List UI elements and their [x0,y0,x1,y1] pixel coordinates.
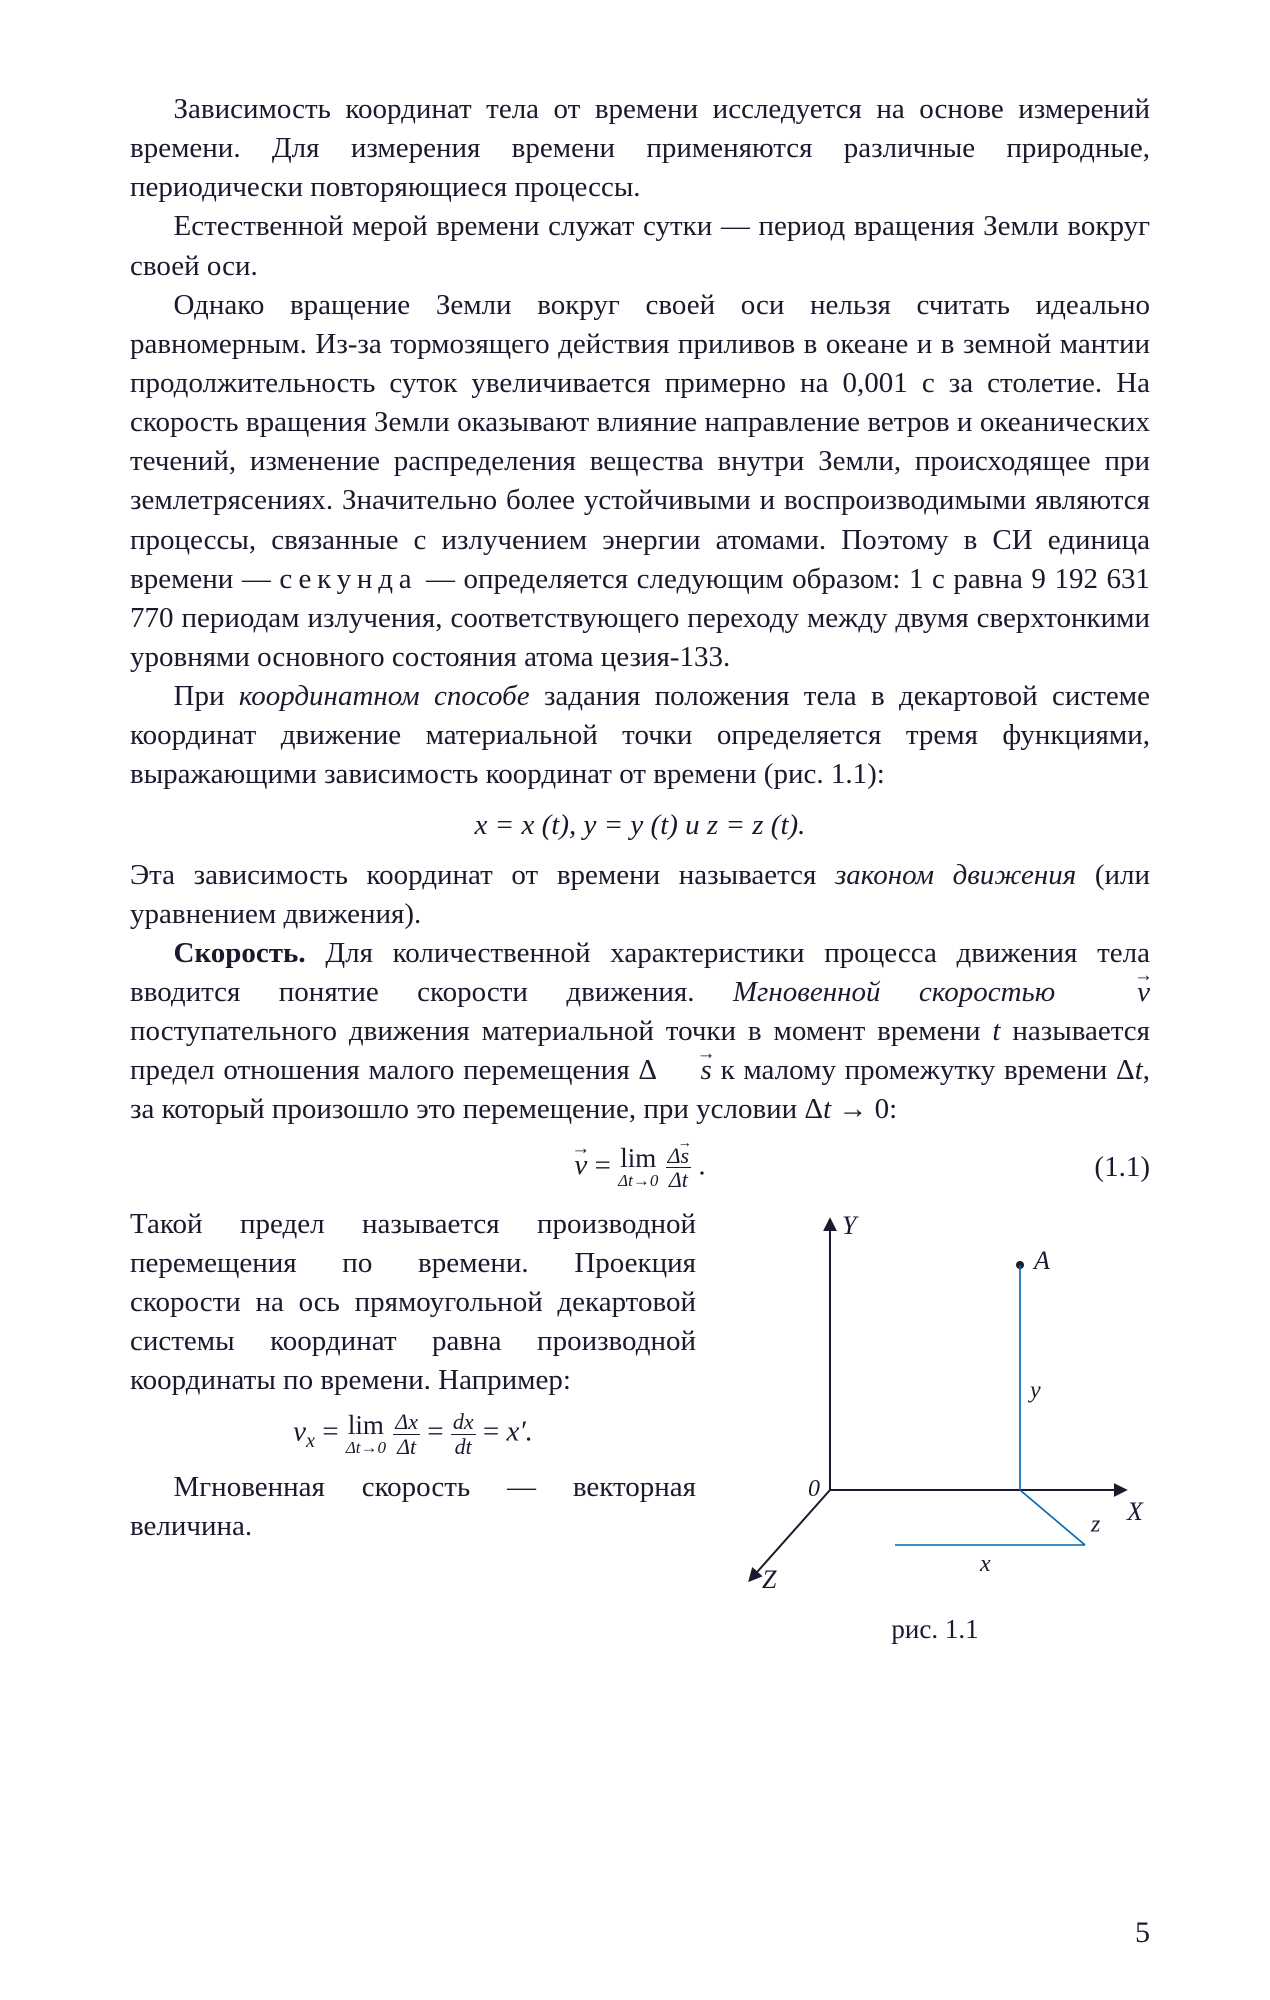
svg-text:0: 0 [808,1476,820,1502]
paragraph-8: Мгновенная скорость — векторная величина… [130,1468,696,1546]
svg-text:Y: Y [842,1211,859,1240]
para6-heading: Скорость. [174,937,306,969]
eq-tag-1-1: (1.1) [1094,1151,1150,1184]
left-column: Такой предел называется производной пере… [130,1205,696,1546]
eq-1-1-body: v = lim Δt→0 Δs Δt . [574,1144,705,1191]
para6-b: поступательного движения материальной то… [130,1015,992,1047]
para6-f: → 0: [831,1093,897,1125]
var-t3: t [823,1093,831,1125]
paragraph-4: При координатном способе задания положен… [130,677,1150,794]
vector-v-inline: v [1094,973,1150,1012]
limit-operator: lim Δt→0 [618,1145,658,1189]
figure-caption: рис. 1.1 [720,1614,1150,1645]
svg-text:X: X [1126,1497,1144,1526]
para3-part-a: Однако вращение Земли вокруг своей оси н… [130,289,1150,595]
paragraph-3: Однако вращение Земли вокруг своей оси н… [130,286,1150,677]
textbook-page: Зависимость координат тела от времени ис… [0,0,1270,2000]
svg-text:Z: Z [762,1565,777,1594]
fraction-dx-Dt: Δx Δt [393,1410,420,1457]
para6-i1: Мгновенной скоростью [733,976,1094,1008]
svg-text:z: z [1090,1511,1101,1537]
para4-italic: координатном способе [239,680,530,712]
para5-a: Эта зависимость координат от времени наз… [130,859,835,891]
page-number: 5 [1135,1916,1150,1950]
para3-spaced-word: секунда [279,563,417,595]
limit-operator-2: lim Δt→0 [346,1412,386,1456]
paragraph-2: Естественной мерой времени служат сутки … [130,207,1150,285]
equation-vx: vx = lim Δt→0 Δx Δt = dx dt = x′. [130,1410,696,1457]
equation-1-1: v = lim Δt→0 Δs Δt . (1.1) [130,1144,1150,1191]
vector-s-inline: s [657,1051,712,1090]
coordinate-diagram: Y X Z 0 Ay x z [720,1205,1150,1605]
eq1-text: x = x (t), y = y (t) и z = z (t). [475,809,806,841]
paragraph-7: Такой предел называется производной пере… [130,1205,696,1401]
para6-d: к малому промежутку времени Δ [712,1054,1135,1086]
svg-text:x: x [979,1551,991,1577]
fraction-ds-dt: Δs Δt [666,1144,691,1191]
vector-v: v [574,1149,587,1182]
paragraph-6: Скорость. Для количественной характерист… [130,934,1150,1130]
figure-1-1: Y X Z 0 Ay x z рис. 1.1 [720,1205,1150,1645]
svg-text:A: A [1032,1246,1050,1275]
svg-text:y: y [1028,1377,1041,1403]
equation-coords: x = x (t), y = y (t) и z = z (t). [130,809,1150,842]
fraction-dx-dt: dx dt [451,1410,476,1457]
para4-a: При [174,680,239,712]
two-column-region: Такой предел называется производной пере… [130,1205,1150,1645]
para5-italic: законом движения [835,859,1076,891]
paragraph-5: Эта зависимость координат от времени наз… [130,856,1150,934]
var-t2: t [1135,1054,1143,1086]
paragraph-1: Зависимость координат тела от времени ис… [130,90,1150,207]
